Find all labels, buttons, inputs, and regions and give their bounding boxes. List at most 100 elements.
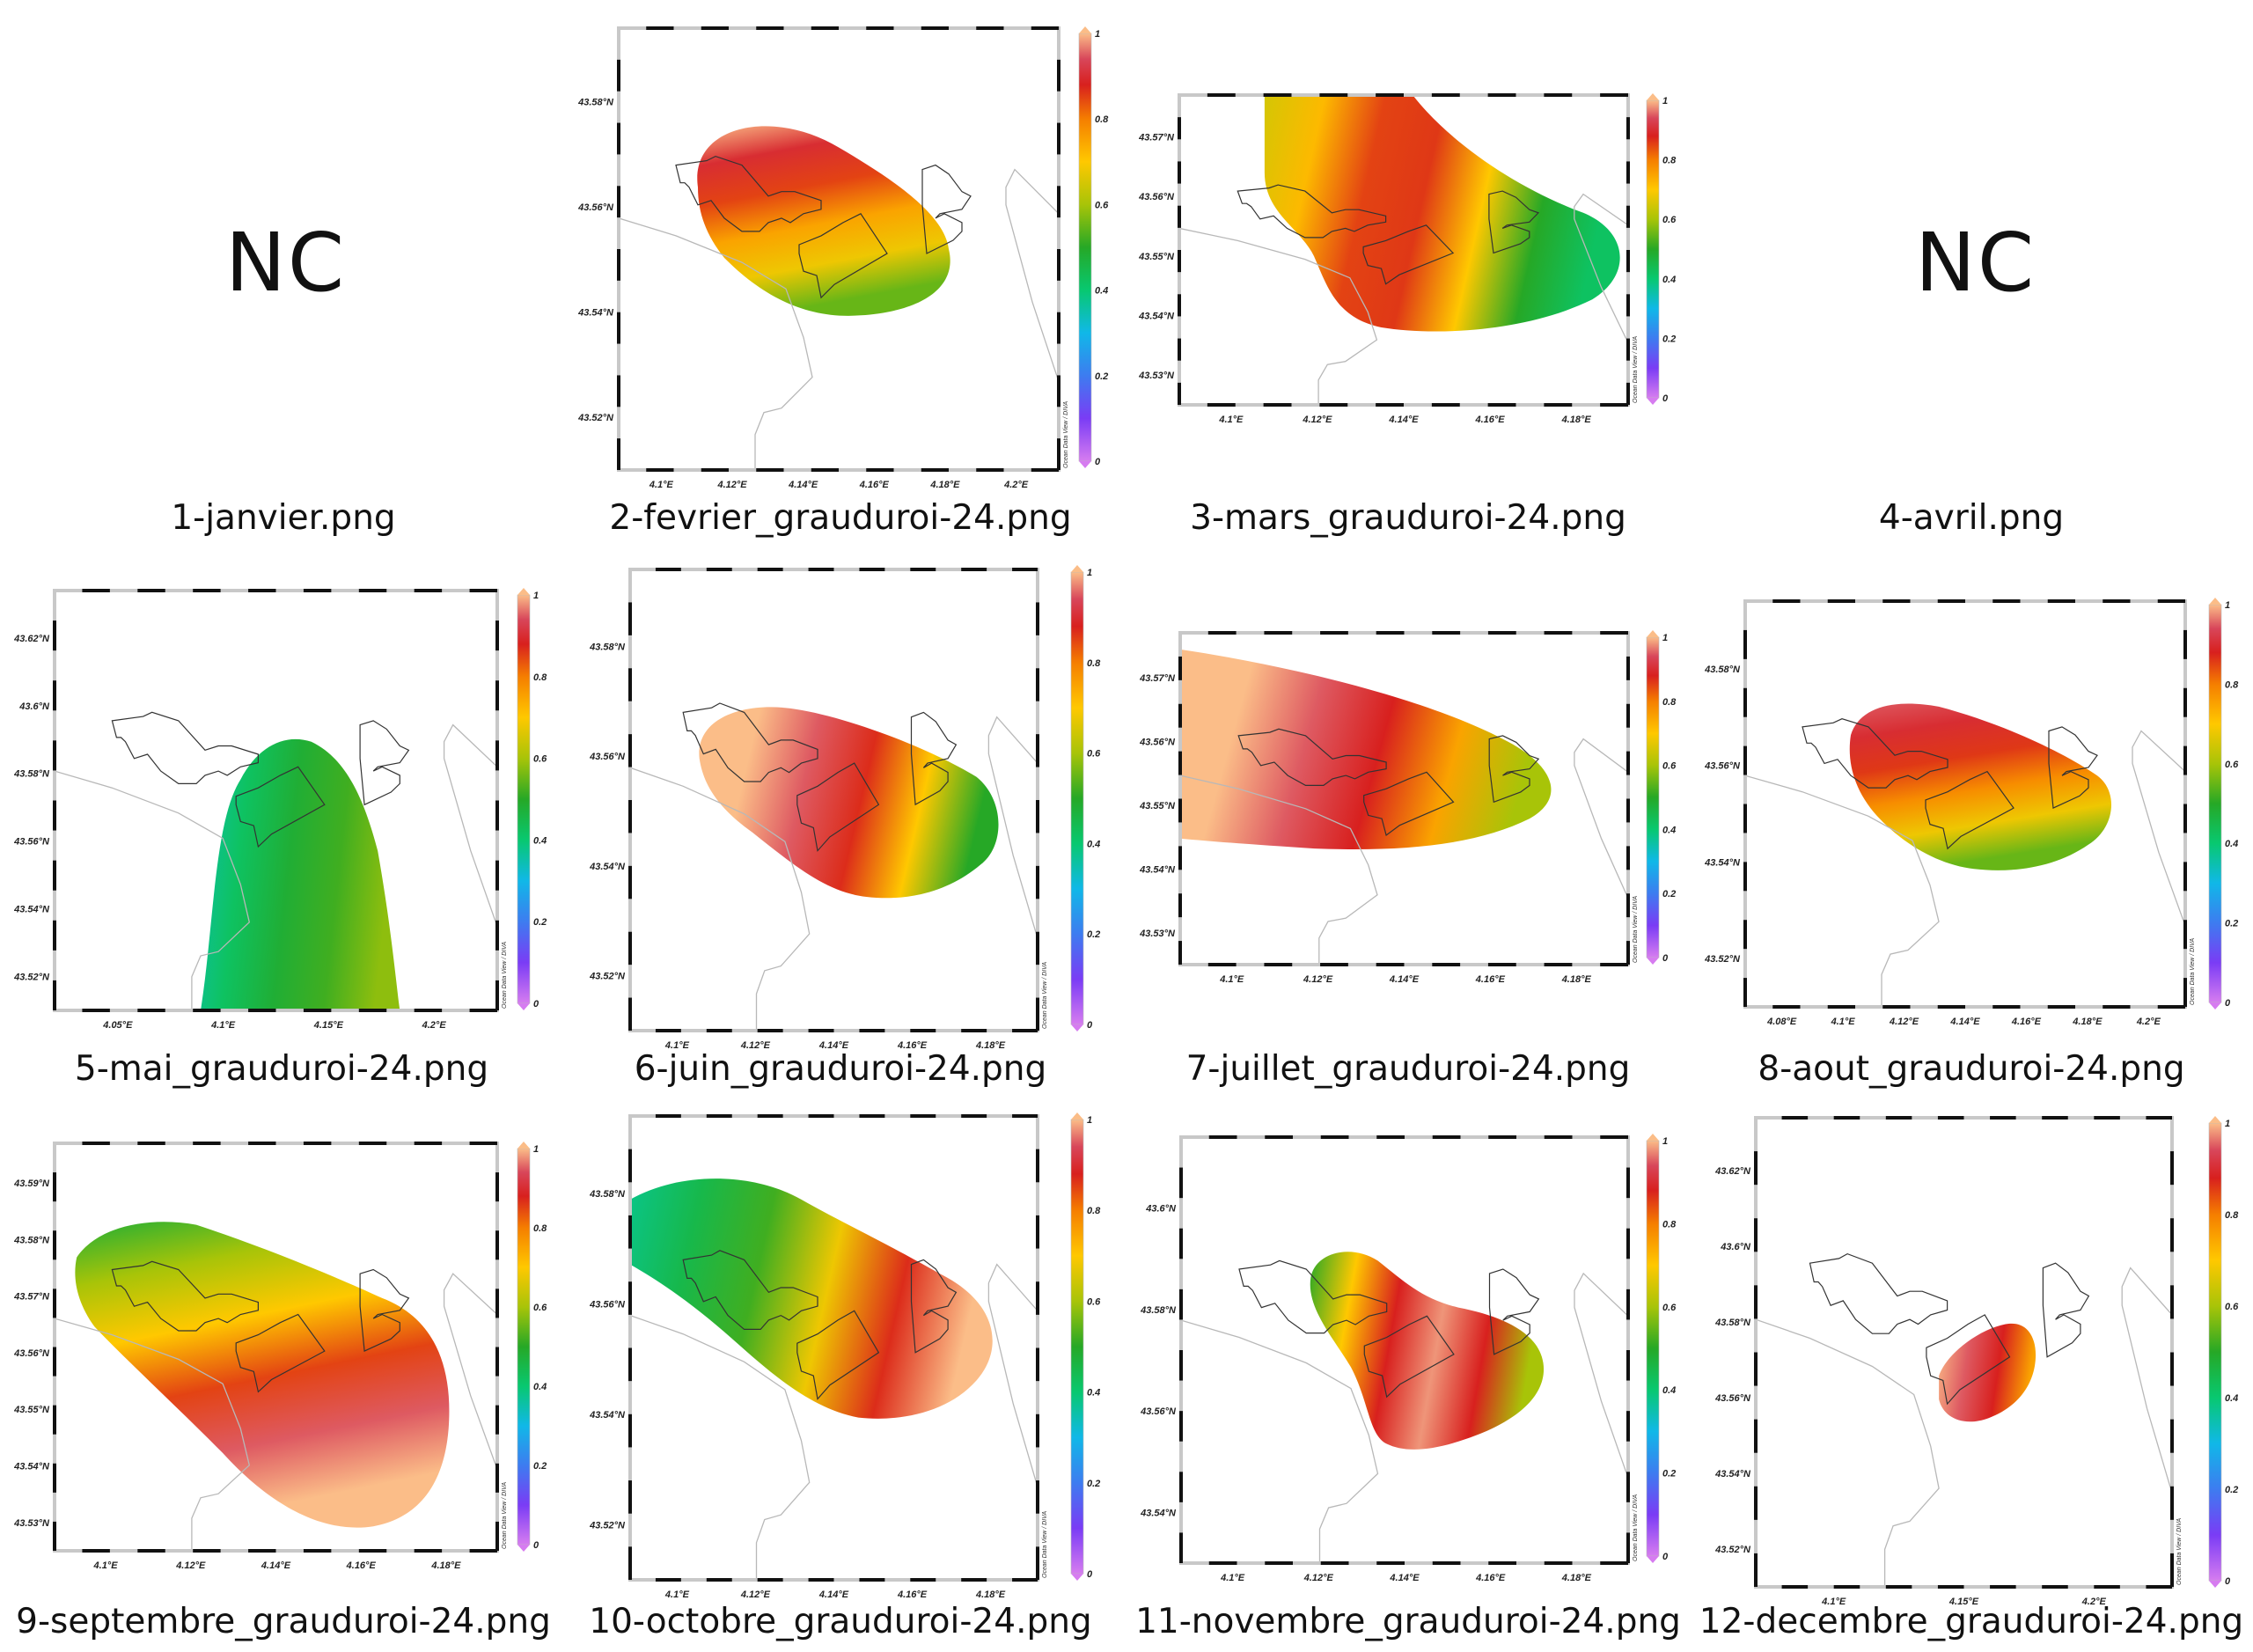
lon-tick-label: 4.18°E bbox=[1561, 415, 1592, 425]
frame-dash bbox=[1600, 1561, 1628, 1565]
zone-polygon-center bbox=[796, 762, 880, 852]
frame-dash bbox=[1265, 1561, 1293, 1565]
coastline-west bbox=[630, 1314, 811, 1580]
colorbar-tick-label: 0.8 bbox=[1087, 1206, 1101, 1216]
frame-dash bbox=[628, 1149, 632, 1183]
interpolated-field bbox=[1310, 1252, 1545, 1450]
frame-dash bbox=[1781, 1116, 1809, 1120]
lon-tick-label: 4.14°E bbox=[818, 1040, 849, 1051]
frame-dash bbox=[248, 1549, 276, 1553]
frame-dash bbox=[1264, 963, 1293, 966]
frame-dash bbox=[757, 1578, 783, 1582]
frame-dash bbox=[1178, 338, 1181, 361]
zone-polygon-west bbox=[111, 711, 259, 784]
frame-dash bbox=[1320, 963, 1348, 966]
odv-credit: Ocean Data View / DIVA bbox=[2190, 938, 2196, 1005]
colorbar-min-arrow bbox=[517, 1003, 530, 1010]
lon-tick-label: 4.1°E bbox=[93, 1560, 119, 1571]
lat-tick-label: 43.52°N bbox=[577, 413, 614, 423]
panel-janvier: NC bbox=[0, 0, 563, 546]
colorbar-tick-label: 0.6 bbox=[2225, 760, 2239, 770]
lat-tick-label: 43.54°N bbox=[13, 1462, 50, 1472]
frame-dash bbox=[1036, 997, 1039, 1031]
zone-polygon-west bbox=[1237, 184, 1387, 239]
frame-dash bbox=[303, 1142, 332, 1145]
frame-dash bbox=[1432, 1135, 1461, 1139]
coastline-east bbox=[1574, 1272, 1628, 1479]
map-panel-aout: 4.08°E 4.1°E 4.12°E 4.14°E 4.16°E 4.18°E 4.2°E… bbox=[1675, 585, 2253, 1045]
frame-dash bbox=[1626, 1228, 1630, 1259]
frame-dash bbox=[1772, 1005, 1801, 1009]
lon-tick-label: 4.1°E bbox=[1821, 1597, 1846, 1607]
colorbar-tick-label: 0 bbox=[1662, 393, 1669, 404]
zone-polygon-east bbox=[1488, 1268, 1540, 1355]
lat-tick-label: 43.58°N bbox=[589, 642, 626, 652]
frame-dash bbox=[1626, 798, 1630, 823]
zone-polygon-center bbox=[1363, 771, 1455, 837]
frame-dash bbox=[961, 1578, 987, 1582]
frame-dash bbox=[1626, 1411, 1630, 1442]
frame-dash bbox=[303, 1549, 332, 1553]
odv-credit: Ocean Data View / DIVA bbox=[1063, 401, 1069, 468]
frame-dash bbox=[1743, 804, 1747, 833]
zone-polygon-center bbox=[235, 1313, 326, 1393]
frame-dash bbox=[1754, 1151, 1758, 1186]
colorbar-tick-label: 0.4 bbox=[1662, 1385, 1676, 1396]
frame-dash bbox=[655, 1029, 681, 1032]
frame-dash bbox=[495, 680, 499, 711]
colorbar-tick-label: 0 bbox=[533, 1540, 539, 1551]
zone-polygon-west bbox=[111, 1260, 259, 1332]
frame-dash bbox=[303, 589, 332, 592]
colorbar-min-arrow bbox=[1647, 398, 1659, 405]
zone-polygon-west bbox=[682, 1250, 818, 1330]
frame-dash bbox=[53, 800, 56, 831]
frame-dash bbox=[495, 1463, 499, 1493]
frame-dash bbox=[1031, 26, 1059, 30]
interpolated-field bbox=[75, 1222, 450, 1528]
caption-juillet: 7-juillet_grauduroi-24.png bbox=[1185, 1049, 1631, 1089]
colorbar-max-arrow bbox=[517, 588, 530, 595]
frame-dash bbox=[706, 1029, 732, 1032]
lat-tick-label: 43.62°N bbox=[13, 634, 50, 644]
odv-credit: Ocean Data View / DIVA bbox=[2176, 1518, 2183, 1585]
zone-polygon-east bbox=[1488, 190, 1540, 254]
frame-dash bbox=[701, 468, 729, 472]
frame-dash bbox=[1178, 941, 1182, 965]
frame-dash bbox=[303, 1009, 332, 1012]
map-svg: 4.08°E 4.1°E 4.12°E 4.14°E 4.16°E 4.18°E 4.2°E… bbox=[1704, 598, 2239, 1027]
map-panel-octobre: 4.1°E 4.12°E 4.14°E 4.16°E 4.18°E 43.52°N 43.5… bbox=[560, 1100, 1119, 1616]
frame-dash bbox=[1179, 1228, 1183, 1259]
lat-tick-label: 43.6°N bbox=[1720, 1242, 1751, 1252]
frame-dash bbox=[193, 589, 221, 592]
colorbar-tick-label: 0 bbox=[1087, 1020, 1093, 1031]
lat-tick-label: 43.53°N bbox=[1138, 371, 1175, 381]
zone-polygon-west bbox=[1238, 1259, 1388, 1334]
colorbar-tick-label: 0.8 bbox=[1662, 1219, 1677, 1230]
lon-tick-label: 4.12°E bbox=[1889, 1017, 1919, 1027]
caption-avril: 4-avril.png bbox=[1878, 498, 2065, 538]
frame-dash bbox=[1263, 93, 1292, 97]
colorbar-tick-label: 0.2 bbox=[1662, 889, 1676, 899]
coastline-east bbox=[987, 1263, 1038, 1487]
frame-dash bbox=[1208, 1135, 1237, 1139]
frame-dash bbox=[2183, 629, 2187, 659]
zone-polygon-center bbox=[798, 213, 888, 299]
lat-tick-label: 43.56°N bbox=[1139, 737, 1176, 747]
frame-dash bbox=[1626, 941, 1630, 965]
frame-dash bbox=[414, 1142, 443, 1145]
frame-dash bbox=[53, 1405, 56, 1435]
caption-decembre: 12-decembre_grauduroi-24.png bbox=[1699, 1602, 2244, 1641]
frame-dash bbox=[1833, 1116, 1860, 1120]
lat-tick-label: 43.54°N bbox=[589, 862, 626, 872]
frame-dash bbox=[701, 26, 729, 30]
lon-tick-label: 4.16°E bbox=[897, 1040, 928, 1051]
map-panel-decembre: 4.1°E 4.15°E 4.2°E 43.52°N 43.54°N 43.56°N 43.… bbox=[1685, 1104, 2253, 1623]
frame-dash bbox=[414, 589, 443, 592]
frame-dash bbox=[137, 1142, 165, 1145]
lon-tick-label: 4.12°E bbox=[175, 1560, 206, 1571]
zone-polygon-west bbox=[1802, 718, 1948, 789]
colorbar-min-arrow bbox=[1071, 1574, 1083, 1581]
frame-dash bbox=[628, 997, 632, 1031]
coastline-east bbox=[2121, 1267, 2172, 1494]
lon-tick-label: 4.08°E bbox=[1766, 1017, 1797, 1027]
